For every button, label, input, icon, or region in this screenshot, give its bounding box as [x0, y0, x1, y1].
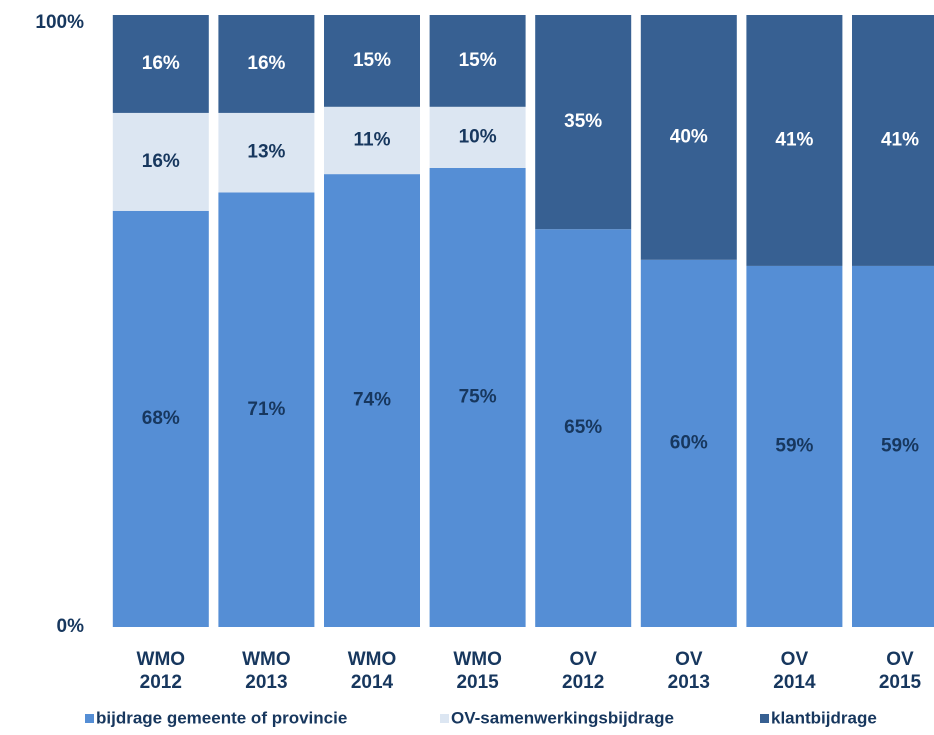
bar-segment — [324, 174, 420, 627]
value-label: 11% — [354, 129, 391, 150]
value-label: 16% — [247, 53, 285, 74]
bar-segment — [429, 15, 526, 107]
bar-segment — [324, 15, 420, 107]
value-label: 59% — [775, 435, 813, 456]
x-tick-label: WMO 2012 — [137, 649, 186, 693]
bar-segment — [746, 15, 843, 266]
y-tick-label: 100% — [35, 12, 84, 33]
bar-segment — [640, 15, 737, 260]
value-label: 65% — [564, 417, 602, 438]
x-tick-label: WMO 2013 — [242, 649, 291, 693]
bar-segment — [429, 168, 526, 627]
value-label: 15% — [459, 50, 497, 71]
value-label: 16% — [142, 151, 180, 172]
bar-segment — [640, 259, 737, 627]
bar-segment — [324, 106, 420, 175]
x-tick-label: WMO 2015 — [453, 649, 502, 693]
legend-label: OV-samenwerkingsbijdrage — [451, 708, 674, 727]
bar-segment — [746, 265, 843, 627]
legend-label: klantbijdrage — [771, 708, 877, 727]
value-label: 60% — [670, 432, 708, 453]
value-label: 74% — [353, 390, 391, 411]
legend-swatch — [440, 714, 449, 723]
value-label: 10% — [459, 126, 497, 147]
x-tick-label: OV 2012 — [562, 649, 604, 693]
bar-segment — [429, 106, 526, 168]
bar-segment — [852, 15, 934, 266]
value-label: 16% — [142, 53, 180, 74]
bar-segment — [218, 112, 315, 193]
bar-segment — [112, 15, 209, 113]
value-label: 35% — [564, 111, 602, 132]
value-label: 75% — [459, 387, 497, 408]
bar-segment — [852, 265, 934, 627]
x-tick-label: WMO 2014 — [348, 649, 397, 693]
value-label: 13% — [247, 142, 285, 163]
legend-label: bijdrage gemeente of provincie — [96, 708, 347, 727]
legend-swatch — [760, 714, 769, 723]
value-label: 41% — [881, 129, 919, 150]
bar-segment — [112, 210, 209, 627]
bar-segment — [535, 229, 632, 627]
y-tick-label: 0% — [57, 616, 85, 637]
x-tick-label: OV 2013 — [668, 649, 710, 693]
bar-segment — [218, 192, 315, 628]
x-tick-label: OV 2015 — [879, 649, 922, 693]
value-label: 41% — [775, 129, 813, 150]
bar-segment — [218, 15, 315, 113]
value-label: 40% — [670, 126, 708, 147]
legend-swatch — [85, 714, 94, 723]
value-label: 15% — [353, 50, 391, 71]
x-tick-label: OV 2014 — [773, 649, 816, 693]
value-label: 71% — [247, 399, 285, 420]
value-label: 68% — [142, 408, 180, 429]
bar-segment — [112, 112, 209, 211]
value-label: 59% — [881, 435, 919, 456]
bar-segment — [535, 15, 632, 230]
